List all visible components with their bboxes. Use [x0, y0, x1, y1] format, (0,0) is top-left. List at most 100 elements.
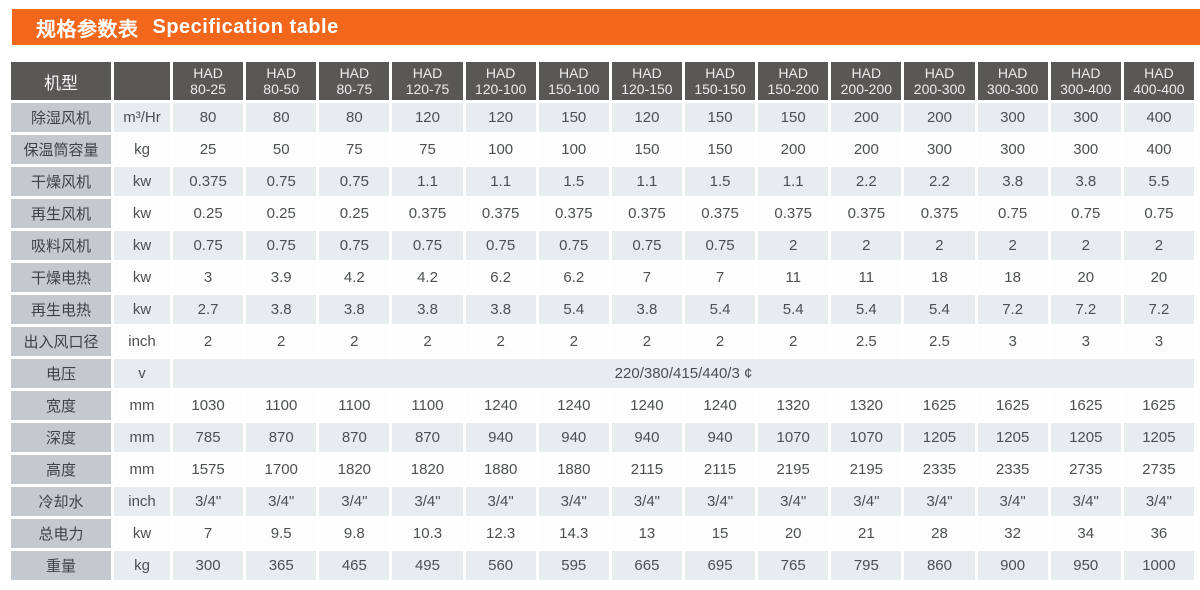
- value-cell: 7: [611, 263, 682, 292]
- value-cell: 3/4": [319, 487, 390, 516]
- value-cell: 3/4": [1050, 487, 1121, 516]
- row-unit: inch: [114, 487, 170, 516]
- value-cell: 150: [611, 135, 682, 164]
- row-label: 宽度: [11, 391, 111, 420]
- value-cell: 2: [758, 231, 829, 260]
- model-series: HAD: [1144, 64, 1174, 81]
- value-cell: 595: [538, 551, 609, 580]
- value-cell: 5.4: [684, 295, 756, 324]
- value-cell: 0.75: [538, 231, 609, 260]
- value-cell: 200: [831, 135, 902, 164]
- value-cell: 560: [465, 551, 536, 580]
- value-cell: 2: [1050, 231, 1121, 260]
- value-cell: 0.75: [173, 231, 244, 260]
- value-cell: 2.7: [173, 295, 244, 324]
- value-cell: 7.2: [1050, 295, 1121, 324]
- value-cell: 940: [465, 423, 536, 452]
- model-header: HAD 300-300: [977, 62, 1048, 100]
- model-series: HAD: [193, 64, 223, 81]
- model-series: HAD: [558, 64, 589, 81]
- value-cell: 5.4: [538, 295, 609, 324]
- value-cell: 3/4": [246, 487, 317, 516]
- model-series: HAD: [266, 64, 296, 81]
- value-cell: 0.375: [611, 199, 682, 228]
- value-cell: 950: [1050, 551, 1121, 580]
- model-code: 300-400: [1060, 81, 1112, 97]
- model-header: HAD 300-400: [1050, 62, 1121, 100]
- value-cell: 300: [977, 135, 1048, 164]
- table-header: 机型 HAD 80-25 HAD 80-50 HAD 80-75 HAD 120-75 HAD 12…: [11, 62, 1194, 100]
- value-cell: 300: [977, 103, 1048, 132]
- value-cell: 1820: [392, 455, 463, 484]
- value-cell: 3.8: [246, 295, 317, 324]
- row-unit: kw: [114, 263, 170, 292]
- value-cell: 2: [392, 327, 463, 356]
- value-cell: 3/4": [831, 487, 902, 516]
- value-cell: 5.4: [904, 295, 975, 324]
- value-cell: 4.2: [319, 263, 390, 292]
- model-series: HAD: [485, 64, 516, 81]
- value-cell: 2: [246, 327, 317, 356]
- value-cell: 3: [977, 327, 1048, 356]
- value-cell: 2335: [904, 455, 975, 484]
- value-cell: 9.5: [246, 519, 317, 548]
- value-cell: 495: [392, 551, 463, 580]
- row-unit: kw: [114, 231, 170, 260]
- value-cell: 940: [538, 423, 609, 452]
- value-cell: 32: [977, 519, 1048, 548]
- value-cell: 1205: [977, 423, 1048, 452]
- value-cell: 0.375: [538, 199, 609, 228]
- value-cell: 1240: [538, 391, 609, 420]
- row-unit: v: [114, 359, 170, 388]
- row-unit: mm: [114, 455, 170, 484]
- value-cell: 7: [173, 519, 244, 548]
- value-cell: 1100: [246, 391, 317, 420]
- value-cell: 6.2: [465, 263, 536, 292]
- value-cell: 28: [904, 519, 975, 548]
- row-label: 冷却水: [11, 487, 111, 516]
- value-cell: 0.75: [246, 231, 317, 260]
- value-cell: 3.8: [611, 295, 682, 324]
- value-cell: 2115: [611, 455, 682, 484]
- value-cell: 0.25: [319, 199, 390, 228]
- value-cell: 0.75: [319, 167, 390, 196]
- row-unit: kg: [114, 551, 170, 580]
- value-cell: 940: [611, 423, 682, 452]
- value-cell: 2335: [977, 455, 1048, 484]
- value-cell: 0.75: [465, 231, 536, 260]
- row-unit: kw: [114, 199, 170, 228]
- value-cell: 1000: [1123, 551, 1194, 580]
- value-cell: 1.5: [684, 167, 756, 196]
- value-cell: 20: [758, 519, 829, 548]
- value-cell: 0.75: [246, 167, 317, 196]
- row-unit: mm: [114, 391, 170, 420]
- value-cell: 34: [1050, 519, 1121, 548]
- model-code: 80-50: [263, 81, 300, 97]
- value-cell: 50: [246, 135, 317, 164]
- row-label: 重量: [11, 551, 111, 580]
- value-cell: 2735: [1050, 455, 1121, 484]
- row-unit: inch: [114, 327, 170, 356]
- value-cell: 695: [684, 551, 756, 580]
- value-cell: 3/4": [611, 487, 682, 516]
- row-label: 总电力: [11, 519, 111, 548]
- value-cell: 3/4": [173, 487, 244, 516]
- value-cell: 0.75: [611, 231, 682, 260]
- value-cell: 1070: [831, 423, 902, 452]
- row-label: 干燥电热: [11, 263, 111, 292]
- value-cell: 12.3: [465, 519, 536, 548]
- model-header: HAD 150-200: [758, 62, 829, 100]
- value-cell: 11: [831, 263, 902, 292]
- value-cell: 20: [1123, 263, 1194, 292]
- value-cell: 0.375: [392, 199, 463, 228]
- model-code: 400-400: [1133, 81, 1185, 97]
- value-cell: 13: [611, 519, 682, 548]
- value-cell: 36: [1123, 519, 1194, 548]
- value-cell: 0.25: [246, 199, 317, 228]
- model-header: HAD 200-300: [904, 62, 975, 100]
- model-code: 200-200: [840, 81, 893, 97]
- value-cell: 3: [1123, 327, 1194, 356]
- value-cell: 7.2: [1123, 295, 1194, 324]
- merged-value-cell: 220/380/415/440/3 ¢: [173, 359, 1194, 388]
- value-cell: 2: [611, 327, 682, 356]
